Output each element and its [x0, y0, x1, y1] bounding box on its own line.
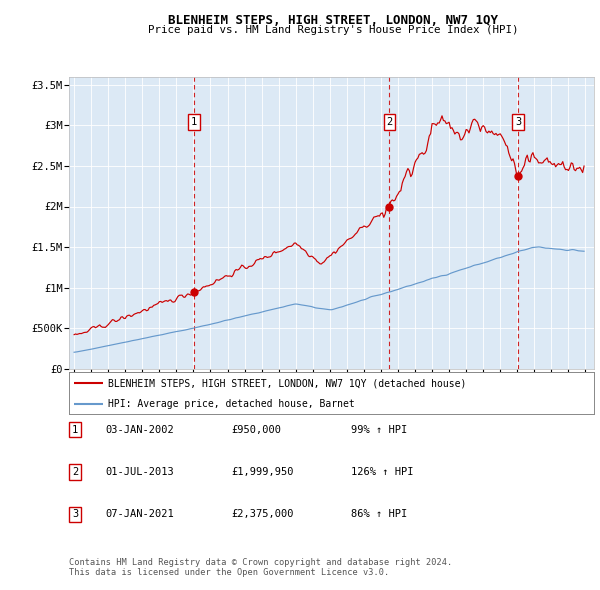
Text: BLENHEIM STEPS, HIGH STREET, LONDON, NW7 1QY (detached house): BLENHEIM STEPS, HIGH STREET, LONDON, NW7… — [109, 378, 467, 388]
Text: £950,000: £950,000 — [231, 425, 281, 434]
Text: 99% ↑ HPI: 99% ↑ HPI — [351, 425, 407, 434]
Text: 3: 3 — [72, 510, 78, 519]
Text: £1,999,950: £1,999,950 — [231, 467, 293, 477]
Text: 2: 2 — [72, 467, 78, 477]
Text: HPI: Average price, detached house, Barnet: HPI: Average price, detached house, Barn… — [109, 399, 355, 408]
Text: 07-JAN-2021: 07-JAN-2021 — [105, 510, 174, 519]
Text: 1: 1 — [72, 425, 78, 434]
Text: 2: 2 — [386, 117, 392, 127]
Text: 1: 1 — [191, 117, 197, 127]
Text: Contains HM Land Registry data © Crown copyright and database right 2024.
This d: Contains HM Land Registry data © Crown c… — [69, 558, 452, 577]
Text: 3: 3 — [515, 117, 521, 127]
Text: £2,375,000: £2,375,000 — [231, 510, 293, 519]
Text: 01-JUL-2013: 01-JUL-2013 — [105, 467, 174, 477]
Text: BLENHEIM STEPS, HIGH STREET, LONDON, NW7 1QY: BLENHEIM STEPS, HIGH STREET, LONDON, NW7… — [168, 14, 498, 27]
Text: 03-JAN-2002: 03-JAN-2002 — [105, 425, 174, 434]
Text: Price paid vs. HM Land Registry's House Price Index (HPI): Price paid vs. HM Land Registry's House … — [148, 25, 518, 35]
Text: 86% ↑ HPI: 86% ↑ HPI — [351, 510, 407, 519]
Text: 126% ↑ HPI: 126% ↑ HPI — [351, 467, 413, 477]
